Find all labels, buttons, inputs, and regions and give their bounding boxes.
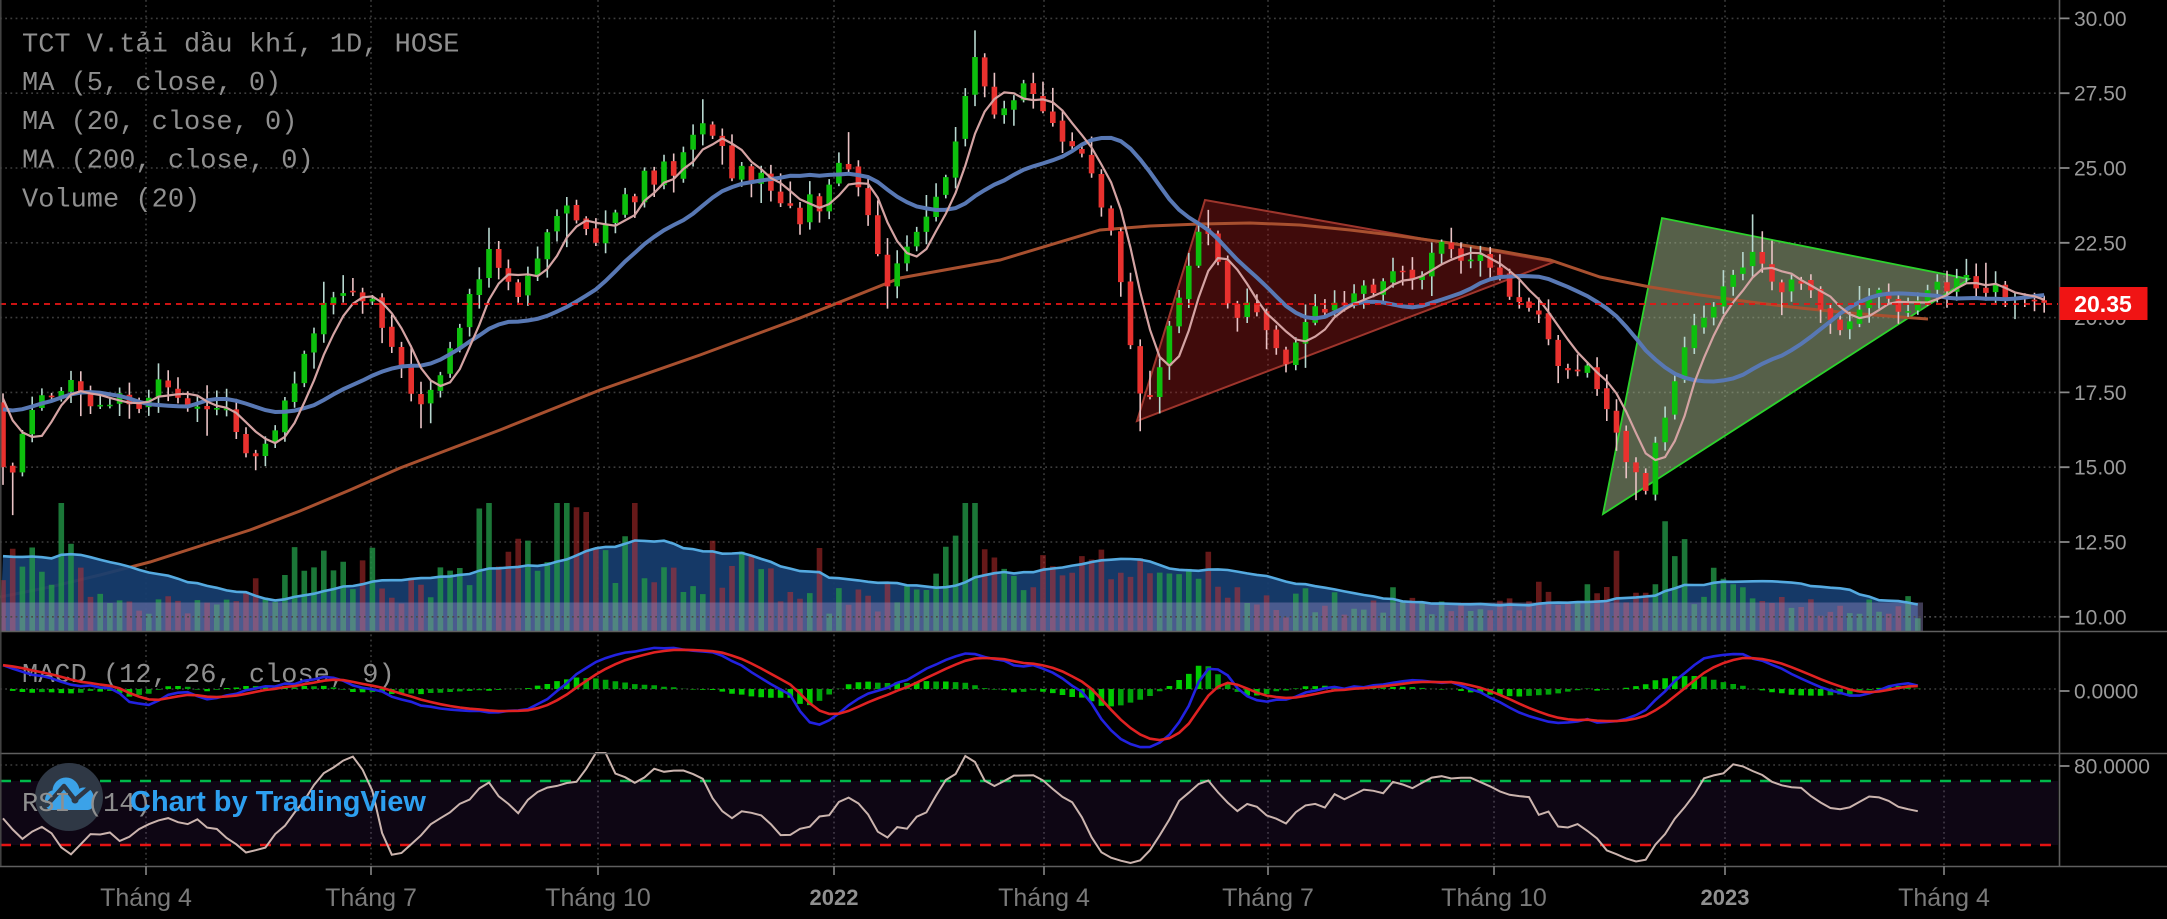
svg-text:22.50: 22.50 <box>2074 232 2127 255</box>
svg-text:2023: 2023 <box>1701 885 1750 910</box>
svg-text:25.00: 25.00 <box>2074 158 2127 181</box>
svg-text:12.50: 12.50 <box>2074 532 2127 555</box>
svg-text:RSI (14): RSI (14) <box>22 790 152 820</box>
svg-text:MA (20, close, 0): MA (20, close, 0) <box>22 108 297 138</box>
svg-text:Tháng 10: Tháng 10 <box>545 884 651 912</box>
svg-text:10.00: 10.00 <box>2074 606 2127 629</box>
svg-text:30.00: 30.00 <box>2074 8 2127 31</box>
svg-text:MA (5, close, 0): MA (5, close, 0) <box>22 69 281 99</box>
svg-text:Tháng 4: Tháng 4 <box>998 884 1090 912</box>
svg-text:20.35: 20.35 <box>2074 291 2132 317</box>
svg-text:Chart by TradingView: Chart by TradingView <box>130 786 426 818</box>
svg-text:Tháng 4: Tháng 4 <box>1898 884 1990 912</box>
svg-text:Tháng 7: Tháng 7 <box>1222 884 1314 912</box>
svg-text:2022: 2022 <box>810 885 859 910</box>
svg-text:MA (200, close, 0): MA (200, close, 0) <box>22 147 314 177</box>
svg-text:Tháng 7: Tháng 7 <box>325 884 417 912</box>
svg-text:Tháng 10: Tháng 10 <box>1441 884 1547 912</box>
svg-text:Tháng 4: Tháng 4 <box>100 884 192 912</box>
svg-text:0.0000: 0.0000 <box>2074 681 2138 704</box>
svg-text:80.0000: 80.0000 <box>2074 756 2150 779</box>
svg-text:Volume (20): Volume (20) <box>22 185 200 215</box>
svg-text:15.00: 15.00 <box>2074 457 2127 480</box>
svg-text:27.50: 27.50 <box>2074 83 2127 106</box>
svg-text:TCT V.tải dầu khí, 1D, HOSE: TCT V.tải dầu khí, 1D, HOSE <box>22 30 459 61</box>
svg-text:17.50: 17.50 <box>2074 382 2127 405</box>
